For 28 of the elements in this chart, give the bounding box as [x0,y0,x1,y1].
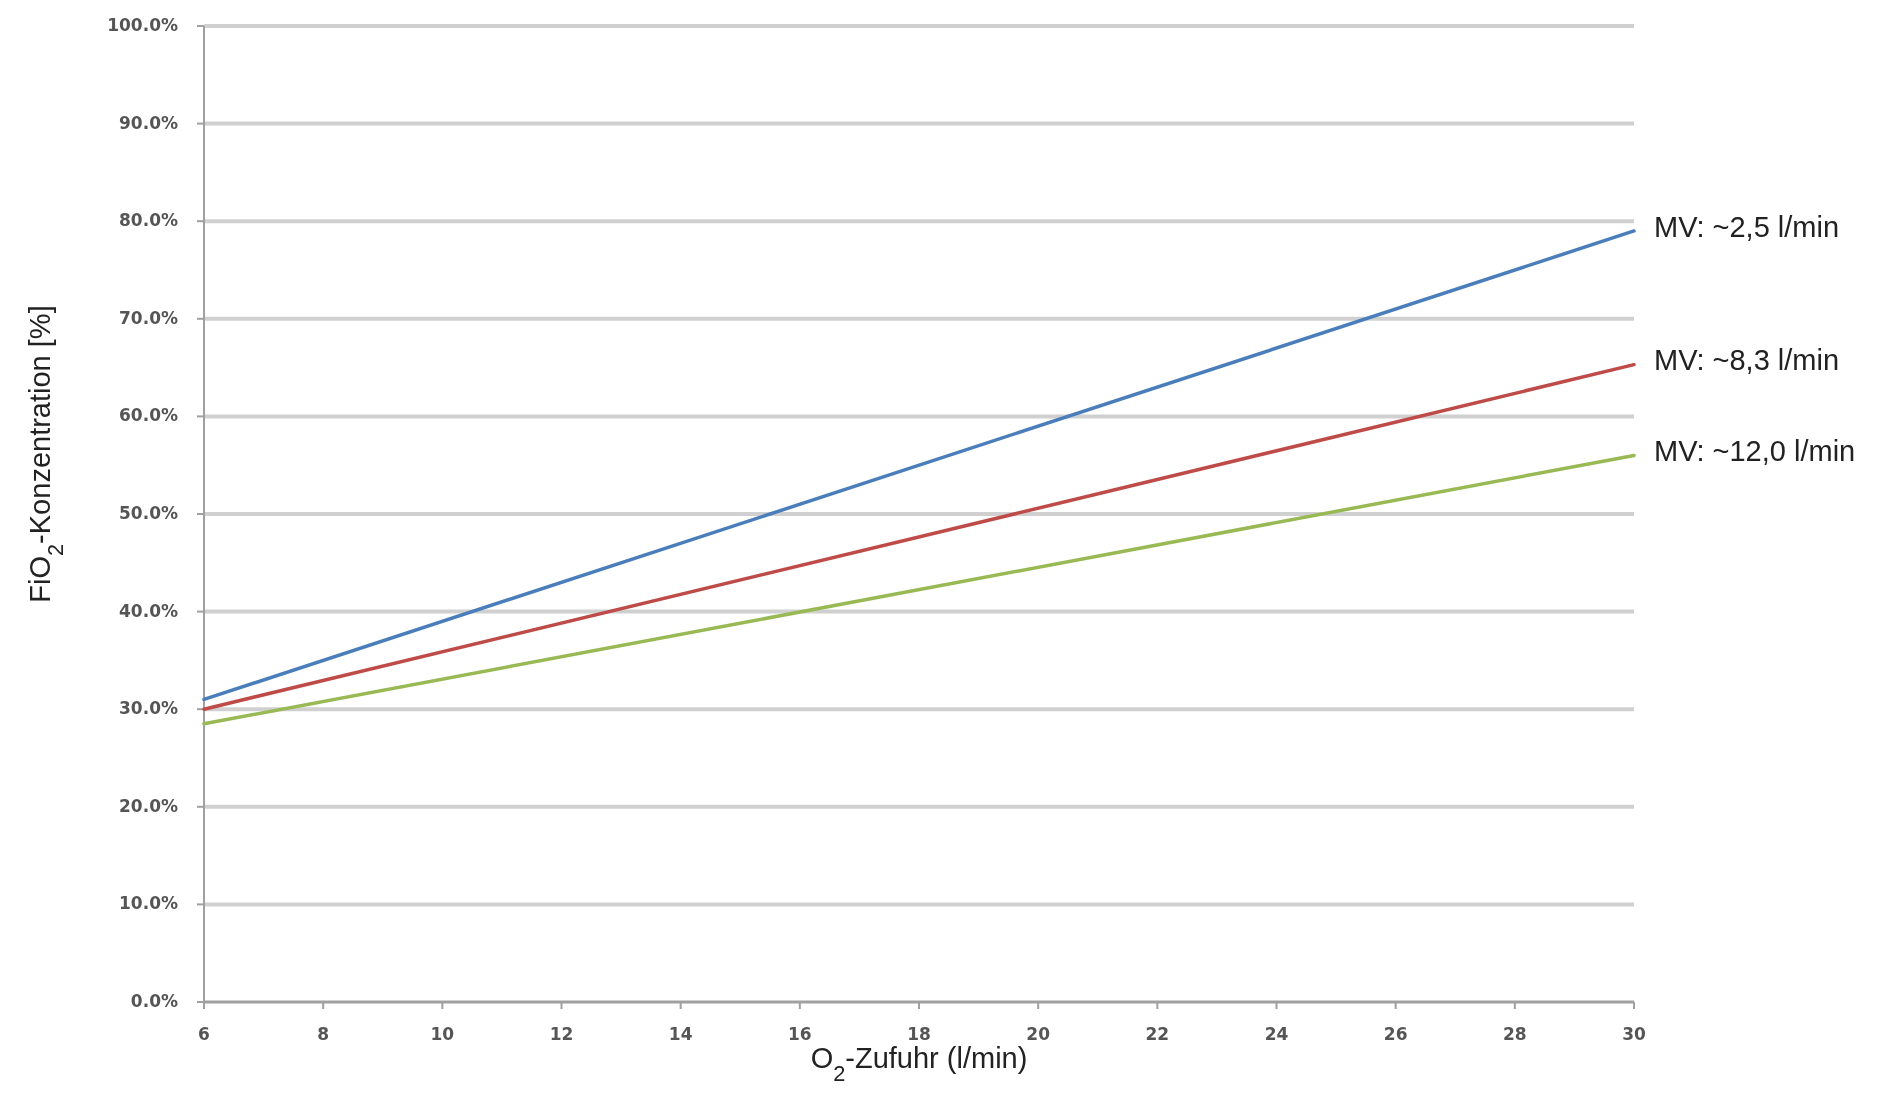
y-tick-label: 70.0% [119,307,178,328]
x-tick-label: 24 [1264,1024,1289,1044]
x-tick-label: 10 [430,1024,455,1044]
x-tick-label: 12 [549,1024,574,1044]
x-tick-label: 16 [788,1024,812,1044]
x-tick-label: 18 [907,1024,931,1044]
y-tick-label: 20.0% [119,795,178,816]
x-axis-title: O$_{2}$-Zufuhr (l/min) [810,1042,1028,1086]
y-tick-label: 40.0% [119,600,178,621]
x-tick-label: 26 [1383,1024,1408,1044]
series-label: MV: ~8,3 l/min [1654,344,1840,377]
y-tick-label: 10.0% [119,893,178,914]
y-tick-label: 90.0% [119,112,178,133]
x-tick-label: 22 [1145,1024,1170,1044]
y-tick-label: 60.0% [119,405,178,426]
x-tick-label: 28 [1503,1024,1527,1044]
series-label: MV: ~12,0 l/min [1654,435,1856,468]
y-tick-label: 50.0% [119,503,178,523]
y-tick-label: 80.0% [119,210,178,231]
series-label: MV: ~2,5 l/min [1654,210,1840,243]
y-tick-label: 100.0% [107,15,178,35]
x-tick-label: 30 [1622,1024,1646,1044]
y-tick-label: 30.0% [119,698,178,719]
y-tick-label: 0.0% [130,991,178,1011]
x-tick-label: 14 [668,1024,693,1044]
x-tick-label: 6 [198,1024,210,1044]
x-tick-label: 20 [1026,1024,1051,1044]
x-tick-label: 8 [317,1024,330,1044]
